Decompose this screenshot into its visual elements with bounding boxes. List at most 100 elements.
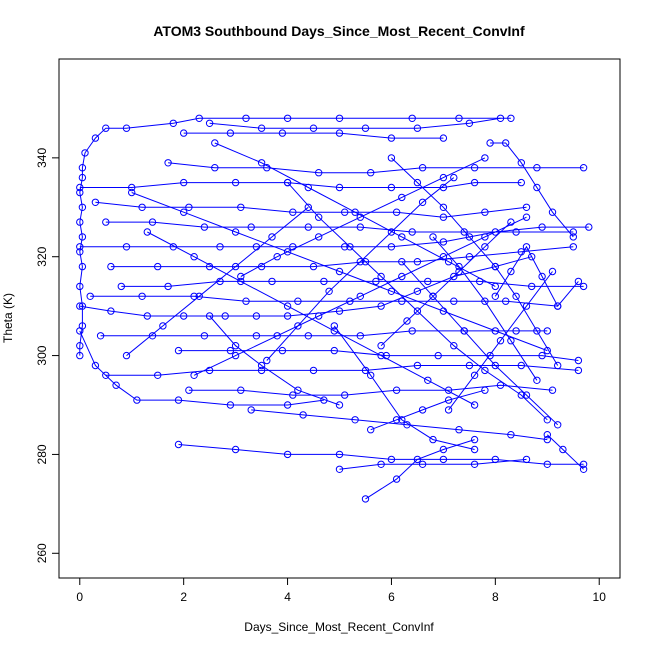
series-6 [205,114,505,132]
data-point [387,455,396,464]
series-line [380,221,512,347]
series-34 [486,139,577,241]
data-point [78,233,87,241]
data-point [283,248,292,256]
data-point [522,455,531,464]
data-point [330,346,338,355]
data-point [502,139,510,147]
data-point [548,208,557,216]
data-point [237,386,245,394]
series-38 [143,228,479,409]
series-19 [361,435,479,503]
data-point [252,312,261,320]
data-point [299,411,307,419]
data-point [528,282,536,291]
series-22 [205,312,344,409]
data-point [252,332,261,340]
data-point [242,297,250,305]
series-line [251,409,548,441]
data-point [112,381,120,389]
data-point [387,134,396,142]
series-29 [429,233,541,384]
data-point [107,262,115,271]
data-point [237,272,245,281]
chart-title: ATOM3 Southbound Days_Since_Most_Recent_… [153,23,525,39]
y-tick-label: 300 [35,345,49,365]
data-point [351,416,359,424]
series-line [494,245,579,307]
data-point [341,208,349,216]
data-point [76,342,84,350]
series-37 [330,322,479,454]
data-point [512,327,520,335]
data-point [257,124,266,132]
plot-area-frame [58,58,621,579]
series-line [90,295,558,307]
data-point [268,233,276,241]
data-point [398,272,406,281]
data-point [372,277,380,286]
data-point [439,238,448,246]
data-point [205,119,214,128]
data-point [76,302,84,310]
data-point [315,233,323,241]
data-point [148,218,157,226]
series-36 [543,431,588,473]
data-point [263,356,271,365]
data-point [398,258,406,266]
data-point [320,277,328,286]
data-point [444,406,453,414]
data-point [434,351,442,360]
data-point [450,297,458,305]
data-point [543,346,551,355]
data-point [190,371,198,379]
data-point [455,426,463,434]
data-point [450,173,458,182]
series-line [266,177,455,361]
y-axis: 260 280 300 320 340 [35,148,60,563]
data-point [413,307,422,315]
series-line [100,330,548,337]
x-tick-label: 4 [284,590,291,604]
series-5 [180,129,448,142]
data-point [335,401,344,409]
data-point [507,218,515,226]
data-point [470,435,479,444]
series-4 [76,178,525,192]
data-point [579,164,588,172]
data-point [522,302,531,310]
data-point [283,401,292,409]
data-point [491,262,499,271]
data-point [512,228,520,236]
data-point [278,346,287,355]
data-point [200,223,209,231]
series-line [79,182,522,188]
data-point [133,396,141,404]
series-line [110,246,574,268]
data-point [398,193,406,202]
data-point [392,475,401,483]
series-line [79,330,324,406]
data-point [548,267,557,276]
data-point [237,203,245,212]
data-point [346,243,354,251]
data-point [429,292,437,300]
series-line [178,444,584,465]
data-point [533,327,541,335]
data-point [413,455,422,464]
data-point [418,460,427,468]
data-point [289,208,297,216]
data-point [538,272,546,281]
series-25 [387,154,562,370]
data-point [387,287,396,295]
data-point [257,361,266,370]
series-line [131,192,548,352]
data-point [533,183,541,192]
data-point [517,361,525,370]
series-31 [444,267,557,414]
series-line [432,236,538,381]
data-point [195,114,203,123]
data-point [387,243,396,251]
data-point [315,312,323,320]
data-point [268,277,276,286]
